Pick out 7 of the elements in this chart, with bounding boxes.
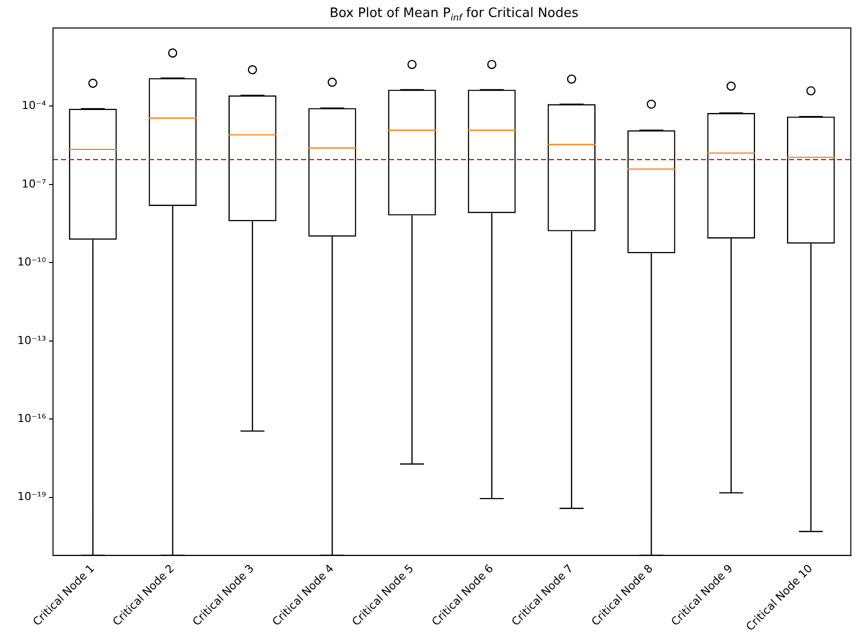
y-tick-label: 10⁻¹⁰ xyxy=(17,256,47,269)
y-tick-label: 10⁻¹⁶ xyxy=(17,412,47,426)
y-tick-label: 10⁻¹⁹ xyxy=(17,490,46,504)
y-tick-label: 10⁻⁴ xyxy=(22,99,47,112)
chart-title: Box Plot of Mean P$_{inf}$ for Critical Nodes xyxy=(328,6,580,24)
y-tick-label: 10⁻⁷ xyxy=(22,177,46,190)
y-tick-label: 10⁻¹³ xyxy=(17,334,46,347)
